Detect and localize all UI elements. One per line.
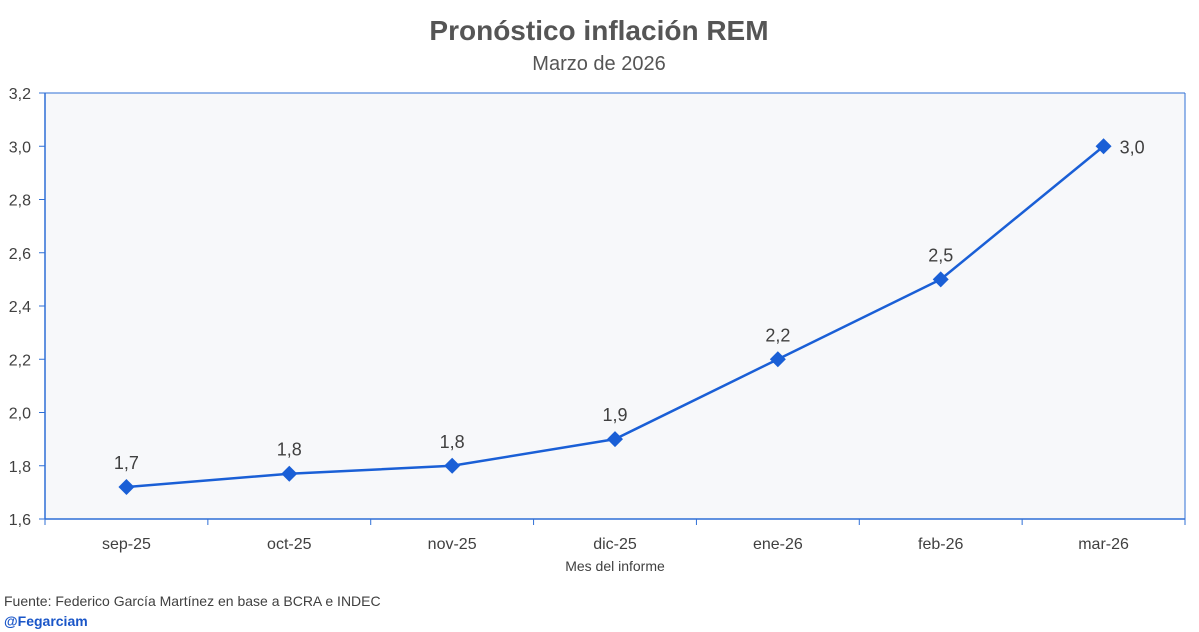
data-point-marker[interactable] — [1095, 138, 1112, 155]
data-label: 2,2 — [765, 325, 790, 345]
data-label: 1,8 — [440, 432, 465, 452]
data-point-marker[interactable] — [118, 479, 135, 496]
data-label: 1,9 — [602, 405, 627, 425]
source-note: Fuente: Federico García Martínez en base… — [4, 593, 381, 609]
chart-subtitle: Marzo de 2026 — [532, 53, 665, 75]
y-tick-label: 3,0 — [9, 139, 31, 156]
x-tick-label: oct-25 — [267, 536, 312, 553]
y-tick-label: 2,8 — [9, 193, 31, 210]
y-tick-label: 2,2 — [9, 352, 31, 369]
y-tick-label: 2,4 — [9, 299, 31, 316]
y-tick-label: 2,0 — [9, 406, 31, 423]
x-axis-title: Mes del informe — [565, 558, 665, 574]
data-label: 2,5 — [928, 245, 953, 265]
x-tick-label: ene-26 — [753, 536, 803, 553]
x-tick-label: nov-25 — [428, 536, 477, 553]
author-handle[interactable]: @Fegarciam — [4, 613, 88, 629]
x-tick-label: mar-26 — [1078, 536, 1129, 553]
data-point-marker[interactable] — [444, 457, 461, 474]
data-point-marker[interactable] — [769, 351, 786, 368]
y-tick-label: 2,6 — [9, 246, 31, 263]
chart-title: Pronóstico inflación REM — [429, 15, 768, 46]
data-label: 3,0 — [1120, 137, 1145, 157]
data-point-marker[interactable] — [281, 465, 298, 482]
x-tick-label: sep-25 — [102, 536, 151, 553]
x-tick-label: feb-26 — [918, 536, 963, 553]
data-series: 1,7 1,8 1,8 1,9 2,2 2,5 3,0 — [114, 137, 1145, 496]
y-tick-label: 1,6 — [9, 512, 31, 529]
x-axis: sep-25 oct-25 nov-25 dic-25 ene-26 feb-26 mar-… — [44, 518, 1186, 553]
data-label: 1,8 — [277, 440, 302, 460]
y-tick-label: 1,8 — [9, 459, 31, 476]
data-label: 1,7 — [114, 453, 139, 473]
data-point-marker[interactable] — [607, 431, 623, 448]
y-tick-label: 3,2 — [9, 86, 31, 103]
x-tick-label: dic-25 — [593, 536, 637, 553]
plot-area — [45, 93, 1185, 519]
data-point-marker[interactable] — [932, 271, 949, 288]
y-axis: 1,6 1,8 2,0 2,2 2,4 2,6 2,8 3,0 3,2 — [9, 86, 1186, 529]
line-chart: Pronóstico inflación REM Marzo de 2026 1… — [9, 15, 1186, 574]
